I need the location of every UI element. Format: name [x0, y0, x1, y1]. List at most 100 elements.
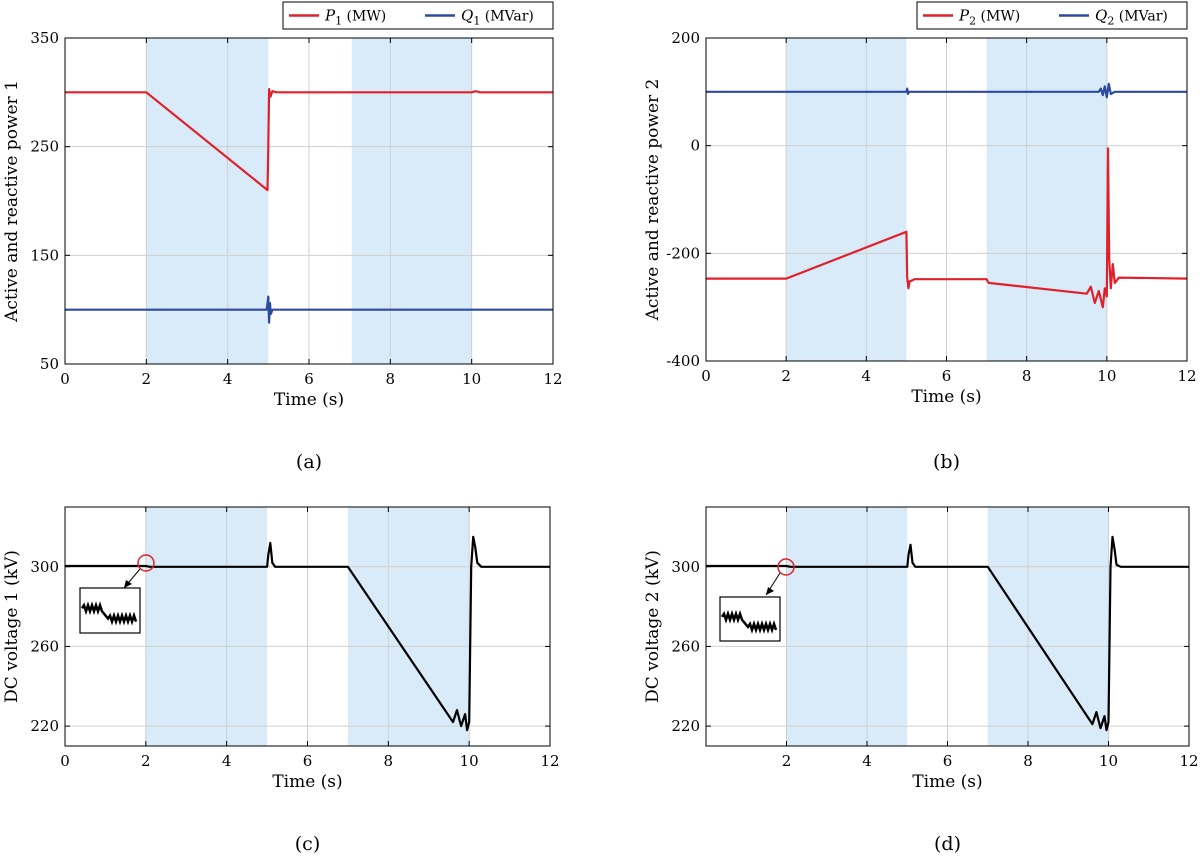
x-tick-label: 2 [141, 752, 151, 770]
shaded-interval-2 [987, 507, 1109, 746]
x-tick-label: 4 [862, 367, 872, 385]
legend-symbol: Q [461, 7, 473, 25]
zoom-inset-trace [720, 609, 778, 634]
y-axis-label: DC voltage 2 (kV) [643, 550, 663, 703]
legend-label-q1: Q1 (MVar) [461, 7, 534, 28]
chart-panel-c: 0 2 4 6 8 10 12 220 260 300 Time (s) DC voltage 1 (… [2, 506, 560, 855]
legend-subscript: 1 [335, 15, 342, 28]
series-line-p1 [65, 87, 553, 192]
x-tick-label: 4 [862, 752, 872, 770]
zoom-marker-circle [137, 554, 155, 572]
y-tick-label: 220 [30, 717, 59, 735]
y-axis-label: DC voltage 1 (kV) [2, 550, 22, 703]
x-tick-label: 6 [304, 370, 314, 388]
chart-panel-d: 2 4 6 8 10 12 220 260 300 Time (s) DC voltage 2 (k… [643, 506, 1199, 855]
legend-symbol: Q [1095, 7, 1107, 25]
x-axis-label: Time (s) [272, 772, 342, 792]
zoom-marker-circle [777, 558, 795, 576]
y-tick-label: 250 [30, 138, 59, 156]
zoom-arrow-head [766, 587, 774, 595]
x-tick-label: 4 [222, 752, 232, 770]
shaded-interval-1 [786, 38, 907, 361]
legend-box [916, 1, 1188, 30]
x-tick-label: 10 [1097, 367, 1116, 385]
series-line-q1 [65, 295, 553, 324]
x-tick-label: 8 [1023, 752, 1033, 770]
x-tick-label: 6 [943, 752, 953, 770]
shaded-interval-1 [146, 38, 269, 364]
y-tick-label: -200 [666, 244, 700, 262]
x-tick-label: 12 [543, 370, 562, 388]
legend-subscript: 2 [969, 15, 976, 28]
panel-caption: (d) [934, 833, 961, 855]
series-line-dc-voltage [706, 535, 1189, 732]
x-tick-label: 4 [223, 370, 233, 388]
x-tick-label: 8 [384, 752, 394, 770]
x-tick-label: 0 [60, 370, 70, 388]
panel-caption: (a) [296, 451, 322, 473]
zoom-arrow-head [124, 580, 132, 588]
x-tick-label: 10 [460, 752, 479, 770]
series-line-p2 [706, 147, 1188, 309]
x-tick-label: 12 [1177, 367, 1196, 385]
shaded-interval-2 [347, 507, 470, 746]
x-axis-label: Time (s) [912, 772, 982, 792]
y-tick-label: -400 [666, 352, 700, 370]
y-axis-label: Active and reactive power 1 [2, 80, 22, 323]
series-line-q2 [706, 82, 1187, 99]
zoom-inset-box [719, 596, 781, 642]
x-axis-label: Time (s) [274, 390, 344, 410]
legend-symbol: P [324, 7, 336, 25]
y-tick-label: 50 [40, 355, 59, 373]
legend: P1 (MW) Q1 (MVar) [282, 1, 554, 30]
panel-caption: (b) [933, 451, 960, 473]
y-tick-label: 220 [671, 717, 700, 735]
x-tick-label: 2 [142, 370, 152, 388]
zoom-inset-trace [80, 601, 138, 626]
y-tick-label: 350 [30, 29, 59, 47]
shaded-interval-2 [351, 38, 472, 364]
legend-label-q2: Q2 (MVar) [1095, 7, 1168, 28]
x-tick-label: 2 [782, 752, 792, 770]
legend-label-p2: P2 (MW) [958, 7, 1020, 28]
shaded-interval-2 [986, 38, 1107, 361]
x-axis-label: Time (s) [911, 387, 981, 407]
legend-label-p1: P1 (MW) [324, 7, 386, 28]
x-tick-label: 10 [462, 370, 481, 388]
chart-panel-a: 0 2 4 6 8 10 12 50 150 250 350 Time (s) Active and r… [2, 1, 563, 473]
chart-panel-b: 0 2 4 6 8 10 12 -400 -200 0 200 Time (s) Active and … [643, 1, 1197, 473]
legend-unit: (MVar) [480, 9, 534, 25]
y-tick-label: 300 [671, 558, 700, 576]
y-tick-label: 260 [671, 637, 700, 655]
x-tick-label: 2 [781, 367, 791, 385]
legend-unit: (MVar) [1114, 9, 1168, 25]
y-tick-label: 300 [30, 558, 59, 576]
y-axis-label: Active and reactive power 2 [643, 79, 663, 322]
legend-box [282, 1, 554, 30]
legend-unit: (MW) [342, 9, 386, 25]
legend-subscript: 1 [473, 15, 480, 28]
x-tick-label: 0 [60, 752, 70, 770]
y-tick-label: 260 [30, 637, 59, 655]
zoom-inset [719, 558, 795, 642]
x-tick-label: 8 [386, 370, 396, 388]
x-tick-label: 6 [303, 752, 313, 770]
x-tick-label: 12 [1179, 752, 1198, 770]
y-tick-label: 0 [690, 137, 700, 155]
series-line-dc-voltage [65, 535, 550, 732]
x-tick-label: 12 [540, 752, 559, 770]
shaded-interval-1 [145, 507, 268, 746]
zoom-inset [79, 554, 155, 634]
legend-symbol: P [958, 7, 970, 25]
legend-unit: (MW) [976, 9, 1020, 25]
legend: P2 (MW) Q2 (MVar) [916, 1, 1188, 30]
legend-subscript: 2 [1107, 15, 1114, 28]
y-tick-label: 200 [671, 29, 700, 47]
x-tick-label: 10 [1099, 752, 1118, 770]
y-tick-label: 150 [30, 246, 59, 264]
panel-caption: (c) [295, 833, 320, 855]
x-tick-label: 6 [942, 367, 952, 385]
shaded-interval-1 [786, 507, 908, 746]
